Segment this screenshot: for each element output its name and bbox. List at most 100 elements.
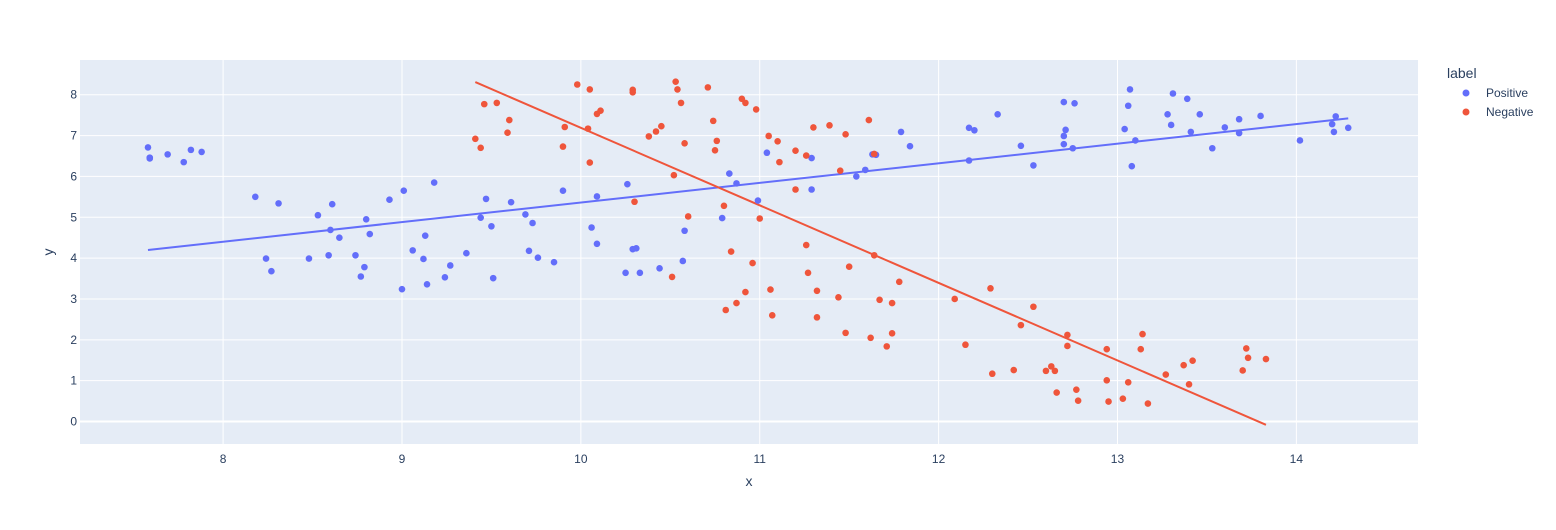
point-positive[interactable] bbox=[1030, 162, 1037, 169]
point-positive[interactable] bbox=[1332, 113, 1340, 120]
point-positive[interactable] bbox=[328, 200, 336, 208]
point-negative[interactable] bbox=[1137, 345, 1145, 353]
point-negative[interactable] bbox=[711, 146, 719, 154]
point-positive[interactable] bbox=[1060, 140, 1068, 148]
point-negative[interactable] bbox=[645, 133, 653, 140]
point-positive[interactable] bbox=[361, 263, 368, 271]
point-negative[interactable] bbox=[472, 135, 479, 143]
point-negative[interactable] bbox=[742, 99, 749, 107]
point-negative[interactable] bbox=[962, 341, 969, 349]
point-negative[interactable] bbox=[1180, 361, 1187, 369]
point-positive[interactable] bbox=[366, 230, 374, 238]
point-negative[interactable] bbox=[1051, 367, 1059, 375]
point-negative[interactable] bbox=[681, 140, 688, 147]
point-positive[interactable] bbox=[144, 144, 152, 151]
point-negative[interactable] bbox=[672, 78, 679, 85]
point-negative[interactable] bbox=[1073, 386, 1080, 393]
point-negative[interactable] bbox=[1105, 398, 1112, 405]
point-negative[interactable] bbox=[559, 143, 567, 150]
point-positive[interactable] bbox=[1060, 98, 1068, 106]
point-positive[interactable] bbox=[1060, 132, 1068, 140]
point-negative[interactable] bbox=[870, 251, 878, 259]
point-positive[interactable] bbox=[633, 245, 640, 252]
point-negative[interactable] bbox=[629, 88, 637, 96]
point-negative[interactable] bbox=[1017, 321, 1025, 329]
point-positive[interactable] bbox=[1071, 100, 1078, 107]
point-negative[interactable] bbox=[845, 263, 853, 271]
point-positive[interactable] bbox=[488, 222, 495, 230]
point-negative[interactable] bbox=[506, 116, 513, 124]
point-positive[interactable] bbox=[593, 193, 601, 200]
point-negative[interactable] bbox=[1244, 354, 1252, 362]
point-negative[interactable] bbox=[504, 129, 511, 137]
point-negative[interactable] bbox=[493, 99, 501, 107]
point-negative[interactable] bbox=[867, 334, 874, 342]
point-positive[interactable] bbox=[971, 126, 978, 134]
point-positive[interactable] bbox=[386, 196, 393, 204]
point-positive[interactable] bbox=[325, 251, 332, 259]
point-negative[interactable] bbox=[1010, 366, 1018, 374]
point-positive[interactable] bbox=[1164, 111, 1171, 118]
point-positive[interactable] bbox=[559, 187, 567, 195]
point-positive[interactable] bbox=[198, 148, 205, 156]
point-positive[interactable] bbox=[656, 265, 663, 272]
point-negative[interactable] bbox=[876, 296, 883, 304]
point-negative[interactable] bbox=[1144, 400, 1152, 407]
point-positive[interactable] bbox=[897, 128, 905, 136]
point-positive[interactable] bbox=[1069, 144, 1077, 152]
point-positive[interactable] bbox=[1208, 144, 1216, 152]
point-positive[interactable] bbox=[1296, 137, 1304, 144]
point-positive[interactable] bbox=[423, 280, 431, 288]
point-positive[interactable] bbox=[906, 142, 914, 150]
point-positive[interactable] bbox=[146, 155, 154, 162]
point-positive[interactable] bbox=[534, 254, 542, 262]
point-positive[interactable] bbox=[733, 180, 740, 187]
point-positive[interactable] bbox=[588, 224, 595, 231]
point-negative[interactable] bbox=[631, 198, 638, 206]
point-positive[interactable] bbox=[180, 158, 188, 166]
point-positive[interactable] bbox=[314, 211, 322, 219]
point-negative[interactable] bbox=[756, 215, 764, 222]
point-negative[interactable] bbox=[1030, 303, 1037, 311]
point-positive[interactable] bbox=[763, 149, 771, 157]
point-positive[interactable] bbox=[477, 214, 484, 221]
point-positive[interactable] bbox=[808, 154, 815, 162]
point-negative[interactable] bbox=[652, 128, 660, 135]
point-negative[interactable] bbox=[584, 125, 592, 132]
point-negative[interactable] bbox=[1074, 397, 1082, 404]
point-positive[interactable] bbox=[420, 255, 427, 263]
point-negative[interactable] bbox=[713, 137, 721, 145]
point-negative[interactable] bbox=[586, 86, 594, 93]
point-negative[interactable] bbox=[597, 107, 604, 114]
point-positive[interactable] bbox=[463, 249, 470, 257]
point-positive[interactable] bbox=[1330, 128, 1338, 136]
point-negative[interactable] bbox=[1064, 331, 1071, 339]
point-positive[interactable] bbox=[327, 226, 334, 234]
point-positive[interactable] bbox=[362, 216, 370, 223]
point-positive[interactable] bbox=[1196, 111, 1204, 118]
point-positive[interactable] bbox=[861, 166, 869, 174]
point-positive[interactable] bbox=[679, 257, 687, 265]
point-positive[interactable] bbox=[1183, 95, 1191, 103]
point-negative[interactable] bbox=[888, 299, 896, 307]
point-positive[interactable] bbox=[1124, 102, 1132, 110]
point-positive[interactable] bbox=[965, 157, 973, 164]
point-negative[interactable] bbox=[802, 241, 810, 249]
point-positive[interactable] bbox=[1126, 86, 1134, 93]
point-negative[interactable] bbox=[1053, 389, 1060, 396]
point-negative[interactable] bbox=[1185, 381, 1193, 388]
point-positive[interactable] bbox=[398, 285, 406, 293]
point-positive[interactable] bbox=[636, 269, 644, 277]
point-negative[interactable] bbox=[792, 147, 799, 154]
point-positive[interactable] bbox=[275, 200, 282, 207]
point-positive[interactable] bbox=[726, 170, 733, 177]
point-negative[interactable] bbox=[1048, 363, 1055, 370]
point-positive[interactable] bbox=[994, 111, 1001, 118]
point-negative[interactable] bbox=[720, 202, 728, 210]
point-negative[interactable] bbox=[1262, 355, 1270, 363]
point-positive[interactable] bbox=[853, 173, 860, 180]
point-positive[interactable] bbox=[1344, 124, 1352, 132]
legend-item-positive[interactable]: Positive bbox=[1462, 86, 1529, 100]
point-positive[interactable] bbox=[1328, 120, 1336, 128]
point-negative[interactable] bbox=[684, 213, 692, 220]
